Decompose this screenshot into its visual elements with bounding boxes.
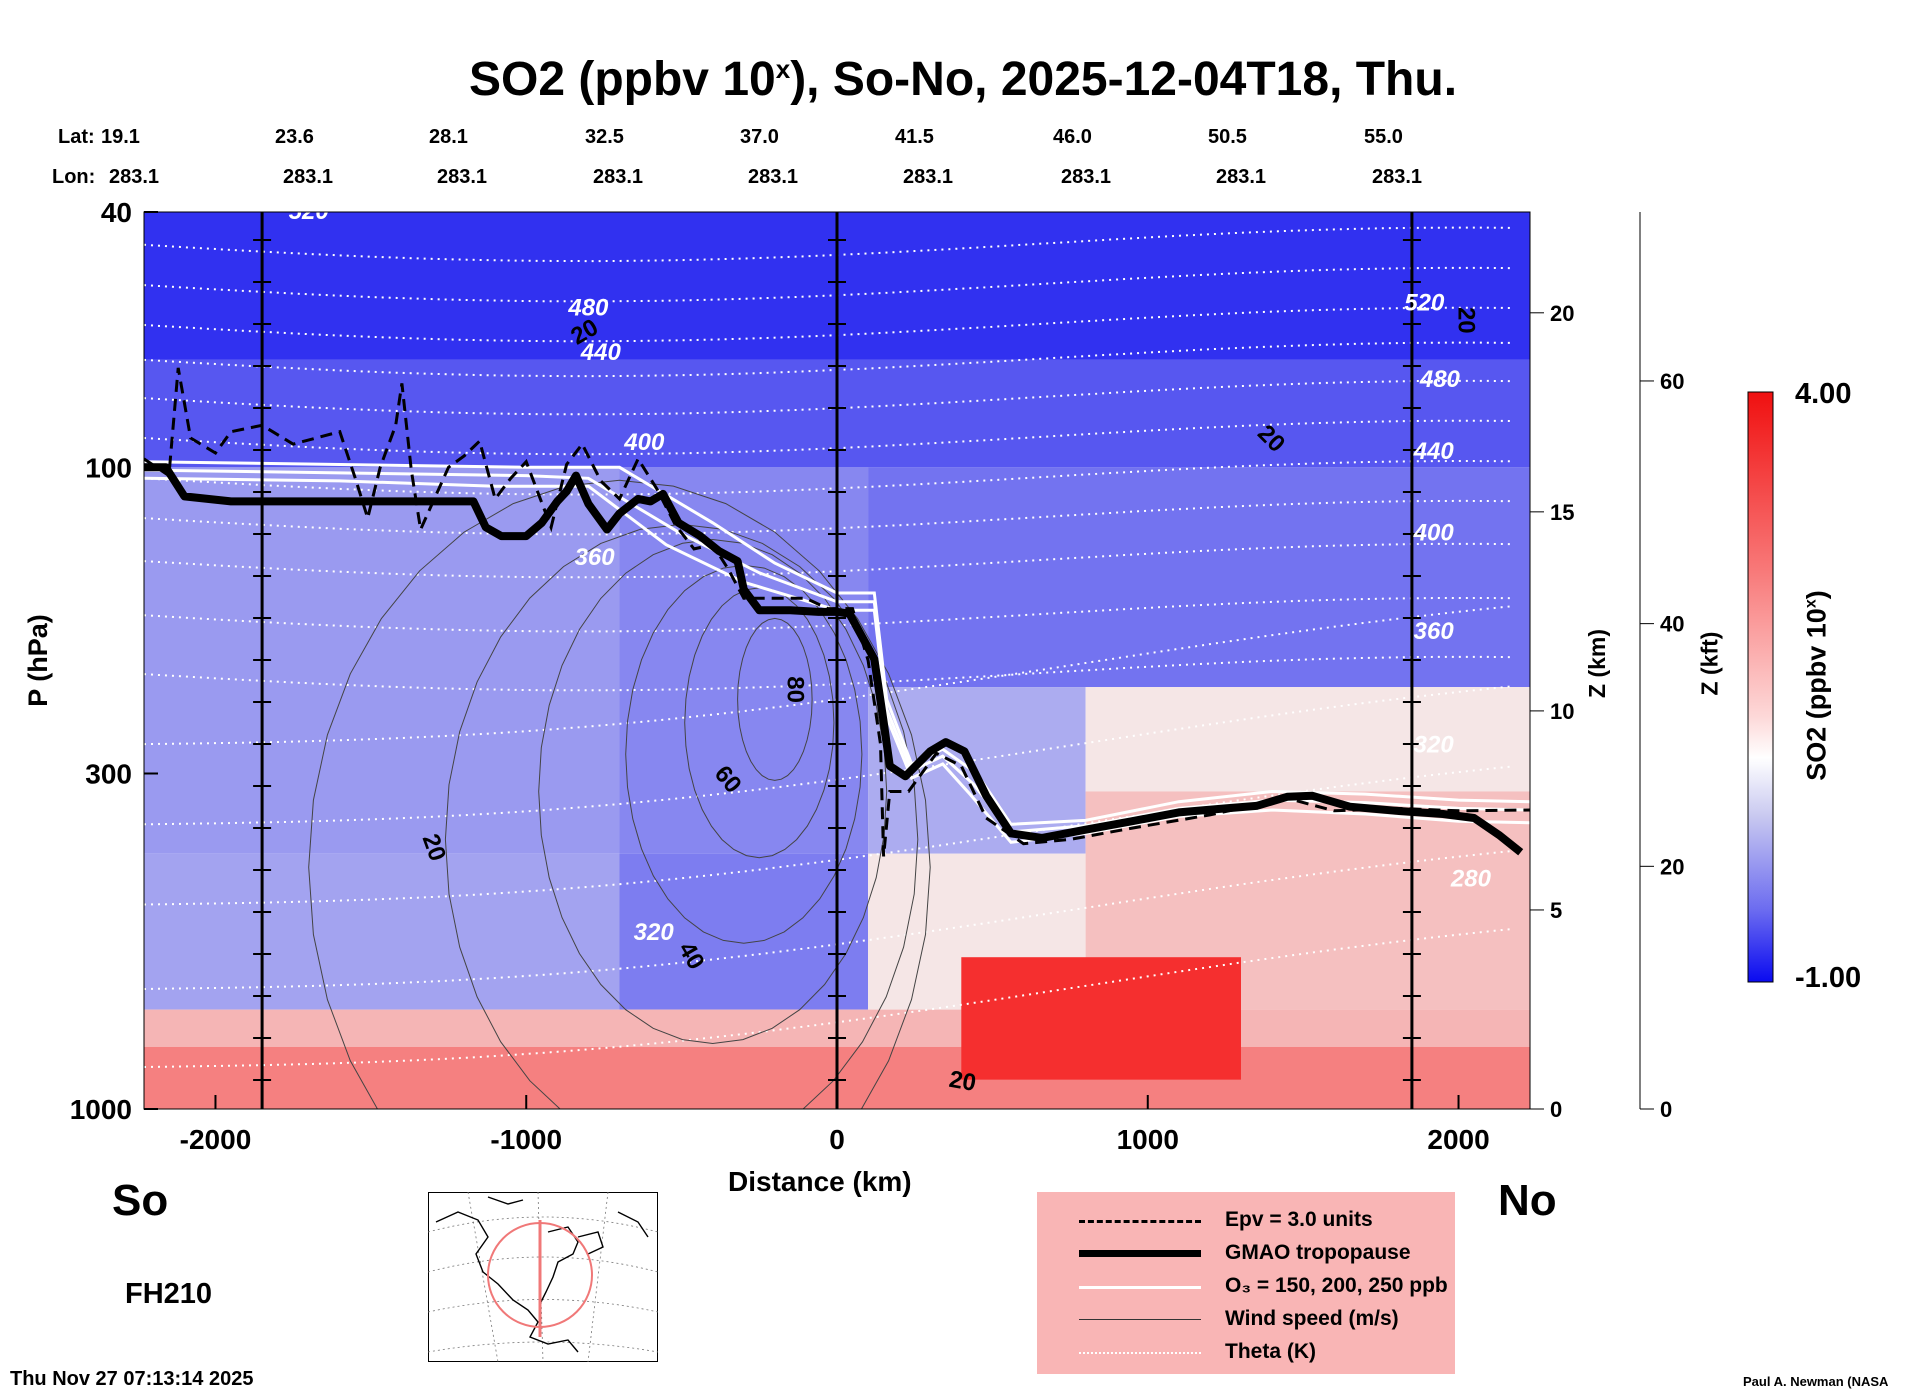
forecast-hour: FH210: [125, 1278, 213, 1310]
x-tick-label: -1000: [490, 1124, 562, 1155]
legend-o3: O₃ = 150, 200, 250 ppb: [1037, 1272, 1455, 1302]
south-label: So: [112, 1176, 169, 1225]
chart-title: SO2 (ppbv 10x), So-No, 2025-12-04T18, Th…: [468, 53, 1458, 106]
colorbar-max-label: 4.00: [1795, 378, 1852, 410]
so2-cell: [868, 467, 1530, 688]
theta-label: 440: [1413, 438, 1455, 465]
theta-label: 480: [567, 295, 609, 322]
north-label: No: [1498, 1176, 1557, 1225]
o3-contour: [144, 460, 1530, 826]
inset-map: [428, 1192, 658, 1362]
x-tick-label: 0: [829, 1124, 845, 1155]
tropopause-line: [144, 463, 1524, 856]
theta-label: 360: [1414, 618, 1455, 645]
lat-value: 46.0: [1053, 126, 1092, 148]
theta-label: 320: [1414, 731, 1455, 758]
theta-label: 520: [1404, 290, 1445, 317]
lat-value: 50.5: [1208, 126, 1247, 148]
o3-contour: [144, 476, 1530, 844]
lon-value: 283.1: [593, 166, 644, 188]
zkm-tick-label: 20: [1550, 301, 1574, 326]
colorbar: [1747, 391, 1774, 983]
wind-label: 80: [781, 676, 808, 703]
wind-label: 20: [1453, 307, 1480, 334]
lat-value: 19.1: [101, 126, 140, 148]
coastline: [435, 1196, 649, 1353]
theta-label: 360: [575, 544, 616, 571]
zkm-tick-label: 15: [1550, 500, 1574, 525]
so2-cell: [144, 467, 620, 854]
wind-contour: [538, 538, 888, 1045]
so2-cell: [144, 853, 620, 1010]
lat-value: 23.6: [275, 126, 314, 148]
p-tick-label: 100: [85, 452, 132, 483]
lat-value: 32.5: [585, 126, 624, 148]
colorbar-gradient: [1747, 391, 1774, 983]
p-tick-label: 40: [101, 197, 132, 228]
lon-value: 283.1: [1216, 166, 1267, 188]
p-tick-label: 1000: [70, 1094, 132, 1125]
so2-cell: [619, 467, 869, 854]
theta-label: 400: [623, 429, 665, 456]
credit: Paul A. Newman (NASA: [1743, 1374, 1889, 1389]
zkft-tick-label: 40: [1660, 612, 1684, 637]
p-tick-label: 300: [85, 758, 132, 789]
theta-label: 480: [1419, 366, 1461, 393]
legend-epv: Epv = 3.0 units: [1037, 1206, 1455, 1236]
lon-value: 283.1: [1372, 166, 1423, 188]
lon-value: 283.1: [109, 166, 160, 188]
zkm-tick-label: 5: [1550, 898, 1562, 923]
theta-label: 320: [634, 919, 675, 946]
so2-cell: [1085, 687, 1530, 792]
so2-cell: [619, 853, 869, 1010]
timestamp: Thu Nov 27 07:13:14 2025: [10, 1368, 254, 1390]
lon-value: 283.1: [748, 166, 799, 188]
colorbar-title: SO2 (ppbv 10x): [1801, 590, 1832, 781]
lat-value: 55.0: [1364, 126, 1403, 148]
wind-contour: [737, 617, 813, 781]
lon-value: 283.1: [903, 166, 954, 188]
legend-tropopause: GMAO tropopause: [1037, 1239, 1455, 1269]
lon-value: 283.1: [283, 166, 334, 188]
x-tick-label: 1000: [1117, 1124, 1179, 1155]
theta-label: 520: [289, 198, 330, 225]
lon-label: Lon:: [52, 166, 96, 188]
wind-contour: [684, 587, 835, 859]
legend-theta: Theta (K): [1037, 1338, 1455, 1368]
x-axis-label: Distance (km): [728, 1166, 912, 1197]
wind-contour: [308, 479, 931, 1109]
epv-contour: [144, 367, 1530, 857]
lat-value: 41.5: [895, 126, 934, 148]
theta-label: 440: [580, 339, 622, 366]
wind-contour: [444, 523, 919, 1109]
legend: Epv = 3.0 units GMAO tropopause O₃ = 150…: [1037, 1192, 1455, 1374]
wind-label: 20: [947, 1066, 978, 1097]
zkm-tick-label: 0: [1550, 1097, 1562, 1122]
so2-cell: [961, 957, 1241, 1080]
theta-label: 280: [1450, 865, 1492, 892]
legend-wind: Wind speed (m/s): [1037, 1305, 1455, 1335]
theta-label: 400: [1413, 519, 1455, 546]
lon-value: 283.1: [1061, 166, 1112, 188]
colorbar-min-label: -1.00: [1795, 962, 1862, 994]
zkft-tick-label: 0: [1660, 1097, 1672, 1122]
lat-value: 37.0: [740, 126, 779, 148]
lat-label: Lat:: [58, 126, 95, 148]
zkft-tick-label: 20: [1660, 854, 1684, 879]
zkm-tick-label: 10: [1550, 699, 1574, 724]
lon-value: 283.1: [437, 166, 488, 188]
lat-value: 28.1: [429, 126, 468, 148]
zkft-tick-label: 60: [1660, 369, 1684, 394]
x-tick-label: 2000: [1427, 1124, 1489, 1155]
x-tick-label: -2000: [180, 1124, 252, 1155]
